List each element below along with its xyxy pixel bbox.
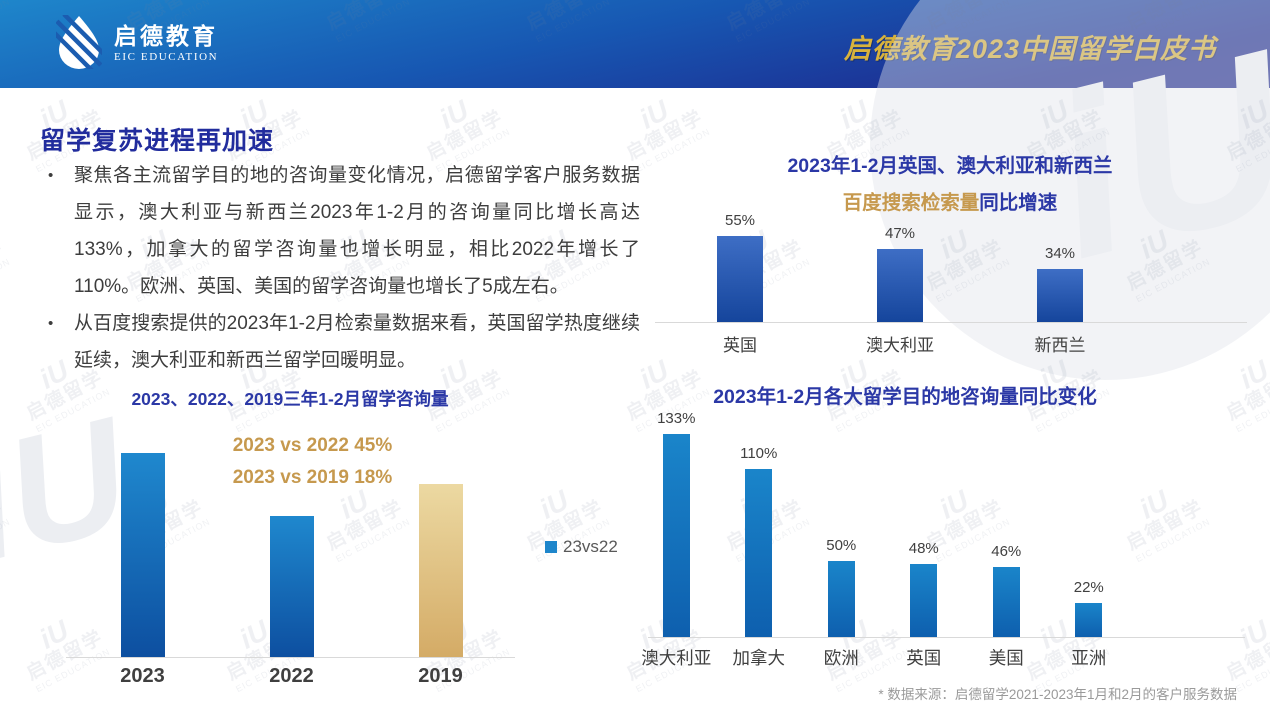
bar (827, 561, 855, 637)
category-label: 英国 (906, 648, 942, 668)
category-label: 澳大利亚 (641, 648, 712, 668)
category-label: 澳大利亚 (866, 336, 934, 355)
bar (269, 516, 314, 657)
bar-value-label: 47% (884, 225, 916, 242)
eic-logo: 启德教育 EIC EDUCATION (56, 15, 218, 69)
bar (992, 567, 1020, 637)
category-label: 亚洲 (1071, 648, 1107, 668)
bar-slot-欧洲: 50% (800, 408, 883, 637)
chart2-title-line2: 百度搜索检索量同比增速 (660, 185, 1240, 222)
bar-value-label: 22% (1073, 579, 1104, 596)
eic-droplet-icon (56, 15, 102, 69)
chart2-category-labels: 英国 澳大利亚 新西兰 (660, 331, 1140, 356)
category-label: 2023 (120, 665, 165, 687)
bar-slot-亚洲: 22% (1048, 408, 1131, 637)
bar (745, 469, 773, 637)
chart1-legend: 23vs22 (545, 537, 618, 557)
bar-value-label: 34% (1044, 245, 1076, 262)
bar-value-label: 48% (908, 540, 939, 557)
bar (1075, 603, 1103, 637)
chart3-plot: 133% 110% 50% 48% 46% 22% (635, 408, 1130, 637)
legend-label: 23vs22 (563, 537, 618, 556)
chart2-title: 2023年1-2月英国、澳大利亚和新西兰 百度搜索检索量同比增速 (660, 148, 1240, 222)
category-label: 2022 (269, 665, 314, 687)
bar-slot-澳大利亚: 47% (820, 210, 980, 322)
bullet-item: 聚焦各主流留学目的地的咨询量变化情况，启德留学客户服务数据显示，澳大利亚与新西兰… (42, 157, 640, 305)
chart2-title-gold-part: 百度搜索检索量 (842, 192, 980, 214)
bar-slot-2022 (217, 453, 366, 657)
bar-slot-澳大利亚: 133% (635, 408, 718, 637)
page-header: 启德教育 EIC EDUCATION 启德教育2023中国留学白皮书 (0, 0, 1270, 88)
chart1-plot (68, 453, 515, 657)
category-label: 英国 (723, 336, 757, 355)
data-source-footnote: * 数据来源：启德留学2021-2023年1月和2月的客户服务数据 (878, 687, 1237, 702)
bar-value-label: 110% (740, 445, 778, 462)
slide-deck-title: 启德教育2023中国留学白皮书 (843, 34, 1216, 64)
chart2-axis-line (655, 322, 1247, 323)
legend-swatch (545, 541, 557, 553)
bar-slot-加拿大: 110% (718, 408, 801, 637)
bar-value-label: 55% (724, 212, 756, 229)
chart1-axis-line (66, 657, 515, 658)
bar-value-label: 50% (826, 537, 857, 554)
chart2-plot: 55% 47% 34% (660, 210, 1140, 322)
category-label: 加拿大 (732, 648, 786, 668)
bar (910, 564, 938, 637)
bar-value-label: 46% (991, 543, 1022, 560)
bar-slot-美国: 46% (965, 408, 1048, 637)
bar (717, 236, 763, 322)
bullet-list: 聚焦各主流留学目的地的咨询量变化情况，启德留学客户服务数据显示，澳大利亚与新西兰… (42, 157, 640, 379)
logo-name-en: EIC EDUCATION (114, 51, 219, 63)
bar-slot-新西兰: 34% (980, 210, 1140, 322)
logo-text: 启德教育 EIC EDUCATION (114, 21, 218, 63)
annotation-2023-vs-2022: 2023 vs 2022 45% (232, 435, 393, 456)
bar (877, 249, 923, 322)
chart3-title: 2023年1-2月各大留学目的地咨询量同比变化 (713, 386, 1097, 408)
category-label: 新西兰 (1034, 336, 1086, 355)
bar-slot-2019 (366, 453, 515, 657)
chart3-category-labels: 澳大利亚 加拿大 欧洲 英国 美国 亚洲 (635, 645, 1130, 670)
bar-slot-2023 (68, 453, 217, 657)
chart1-title: 2023、2022、2019三年1-2月留学咨询量 (131, 389, 449, 409)
category-label: 欧洲 (823, 648, 859, 668)
bar-slot-英国: 48% (883, 408, 966, 637)
category-label: 2019 (418, 665, 463, 687)
bar-slot-英国: 55% (660, 210, 820, 322)
bullet-item: 从百度搜索提供的2023年1-2月检索量数据来看，英国留学热度继续延续，澳大利亚… (42, 305, 640, 379)
bar (418, 484, 463, 657)
chart1-annotations: 2023 vs 2022 45% 2023 vs 2019 18% (140, 430, 485, 494)
chart2-title-line1: 2023年1-2月英国、澳大利亚和新西兰 (787, 155, 1113, 177)
chart1-category-labels: 2023 2022 2019 (68, 665, 515, 688)
bar (120, 453, 165, 657)
annotation-2023-vs-2019: 2023 vs 2019 18% (232, 467, 393, 488)
chart3-axis-line (648, 637, 1245, 638)
logo-name-cn: 启德教育 (114, 23, 218, 49)
bar (662, 434, 690, 637)
chart2-title-blue-part: 同比增速 (979, 192, 1058, 214)
bar (1037, 269, 1083, 322)
bar-value-label: 133% (657, 410, 696, 427)
page-title: 留学复苏进程再加速 (40, 126, 275, 155)
category-label: 美国 (988, 648, 1024, 668)
